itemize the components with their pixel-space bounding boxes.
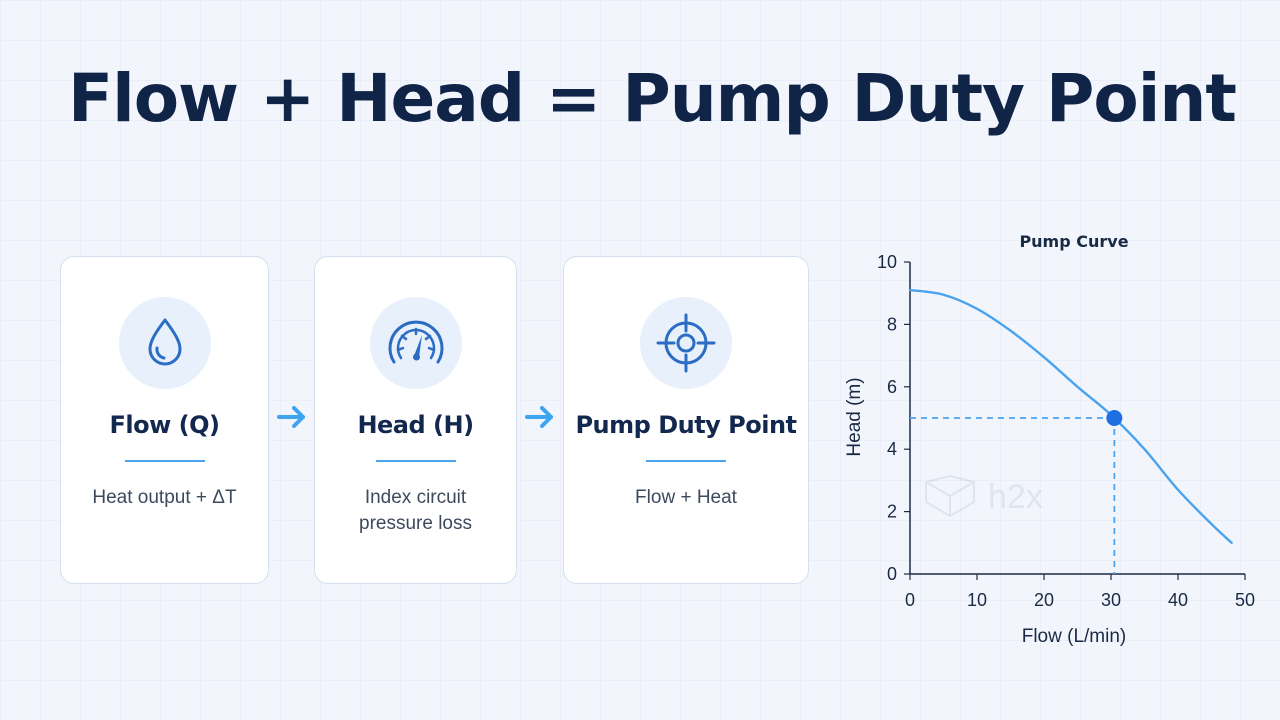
head-card-text-line: Index circuit	[364, 487, 467, 508]
arrow-right-icon	[277, 406, 305, 428]
y-tick-label: 0	[887, 564, 897, 584]
duty-point-marker	[1106, 410, 1123, 426]
x-tick-label: 20	[1034, 590, 1054, 610]
x-tick-label: 40	[1168, 590, 1188, 610]
y-tick-label: 8	[887, 314, 897, 334]
chart-title: Pump Curve	[1019, 232, 1128, 251]
duty-point-card-title: Pump Duty Point	[575, 411, 797, 439]
target-crosshair-icon	[656, 313, 716, 373]
chart-series	[908, 288, 1233, 544]
chart-duty-point-layer	[1106, 410, 1123, 426]
duty-point-guides	[910, 417, 1116, 574]
x-tick-label: 30	[1101, 590, 1121, 610]
chart-ticks: 0 10 20 30 40 50 0 2 4 6 8 10	[877, 252, 1255, 610]
head-card-title: Head (H)	[357, 411, 474, 439]
y-tick-label: 10	[877, 252, 897, 272]
x-tick-label: 10	[967, 590, 987, 610]
arrow-right-icon	[525, 406, 553, 428]
watermark-text: h2x	[988, 478, 1043, 516]
duty-point-card-description: Flow + Heat	[572, 485, 800, 511]
pump-curve-chart: Pump Curve h2x 0 10 20 30 40 50 0 2 4 6 8 10 Flow (…	[844, 232, 1255, 647]
water-drop-icon	[148, 318, 181, 366]
head-card-description: Index circuit pressure loss	[323, 485, 508, 537]
duty-point-icon-circle	[640, 297, 732, 389]
x-tick-label: 0	[905, 590, 915, 610]
flow-card-divider	[124, 460, 205, 462]
h2x-watermark: h2x	[925, 475, 1043, 517]
head-icon-circle	[369, 297, 462, 389]
y-tick-label: 2	[887, 502, 897, 522]
flow-icon-circle	[118, 297, 211, 389]
flow-card-description: Heat output + ΔT	[69, 485, 260, 511]
head-card-text-line: pressure loss	[359, 513, 472, 534]
x-axis-label: Flow (L/min)	[1022, 626, 1127, 647]
y-axis-label: Head (m)	[844, 377, 865, 456]
duty-point-card-divider	[646, 460, 726, 462]
duty-point-card-text-line: Flow + Heat	[635, 487, 737, 508]
pump-curve-line	[908, 288, 1233, 544]
y-tick-label: 4	[887, 439, 897, 459]
y-tick-label: 6	[887, 377, 897, 397]
x-tick-label: 50	[1235, 590, 1255, 610]
flow-card-text-line: Heat output + ΔT	[92, 487, 237, 508]
flow-card: Flow (Q) Heat output + ΔT	[60, 256, 269, 584]
head-card-divider	[375, 460, 456, 462]
page-title: Flow + Head = Pump Duty Point	[68, 60, 1237, 137]
flow-card-title: Flow (Q)	[109, 411, 220, 439]
pressure-gauge-icon	[388, 320, 443, 364]
duty-point-card: Pump Duty Point Flow + Heat	[563, 256, 809, 584]
head-card: Head (H) Index circuit pressure loss	[314, 256, 517, 584]
